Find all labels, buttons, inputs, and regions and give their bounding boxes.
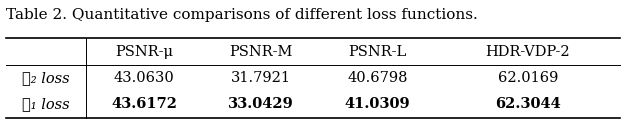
Text: PSNR-M: PSNR-M: [229, 45, 292, 59]
Text: 62.0169: 62.0169: [498, 71, 558, 85]
Text: PSNR-μ: PSNR-μ: [115, 45, 173, 59]
Text: 33.0429: 33.0429: [228, 97, 294, 111]
Text: ℓ₂ loss: ℓ₂ loss: [23, 71, 70, 85]
Text: 62.3044: 62.3044: [495, 97, 561, 111]
Text: ℓ₁ loss: ℓ₁ loss: [23, 97, 70, 111]
Text: HDR-VDP-2: HDR-VDP-2: [485, 45, 570, 59]
Text: 43.6172: 43.6172: [111, 97, 177, 111]
Text: Table 2. Quantitative comparisons of different loss functions.: Table 2. Quantitative comparisons of dif…: [6, 8, 478, 22]
Text: 31.7921: 31.7921: [231, 71, 291, 85]
Text: 41.0309: 41.0309: [344, 97, 410, 111]
Text: 43.0630: 43.0630: [114, 71, 175, 85]
Text: 40.6798: 40.6798: [347, 71, 408, 85]
Text: PSNR-L: PSNR-L: [348, 45, 406, 59]
